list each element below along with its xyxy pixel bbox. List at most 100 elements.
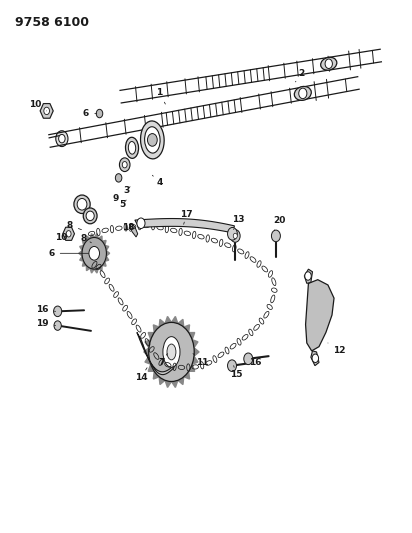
Text: 18: 18: [122, 223, 134, 232]
Polygon shape: [40, 103, 53, 118]
Text: 17: 17: [180, 211, 193, 224]
Polygon shape: [82, 240, 87, 245]
Text: 20: 20: [273, 215, 286, 231]
Polygon shape: [130, 223, 138, 237]
Polygon shape: [98, 236, 102, 241]
Polygon shape: [178, 377, 184, 385]
Circle shape: [299, 88, 307, 99]
Polygon shape: [171, 317, 178, 324]
Polygon shape: [165, 317, 171, 324]
Text: 6: 6: [49, 249, 89, 258]
Text: 10: 10: [56, 233, 68, 242]
Polygon shape: [98, 265, 102, 271]
Polygon shape: [43, 111, 50, 118]
Polygon shape: [106, 251, 110, 256]
Circle shape: [244, 353, 253, 365]
Polygon shape: [165, 380, 171, 387]
Polygon shape: [148, 333, 154, 340]
Ellipse shape: [163, 337, 180, 367]
Circle shape: [66, 231, 71, 237]
Text: 5: 5: [119, 200, 126, 209]
Polygon shape: [148, 364, 154, 372]
Circle shape: [44, 107, 49, 115]
Polygon shape: [87, 236, 90, 241]
Circle shape: [96, 109, 103, 118]
Ellipse shape: [167, 344, 176, 360]
Polygon shape: [105, 245, 109, 251]
Polygon shape: [153, 325, 159, 333]
Text: 16: 16: [249, 358, 262, 367]
Ellipse shape: [145, 127, 160, 153]
Polygon shape: [189, 333, 195, 340]
Circle shape: [312, 354, 318, 362]
Circle shape: [115, 174, 122, 182]
Text: 13: 13: [232, 214, 245, 230]
Polygon shape: [159, 319, 165, 327]
Circle shape: [149, 322, 194, 382]
Ellipse shape: [129, 141, 136, 154]
Text: 8: 8: [81, 233, 91, 243]
Polygon shape: [47, 103, 53, 111]
Ellipse shape: [294, 86, 311, 100]
Circle shape: [325, 59, 332, 69]
Polygon shape: [80, 245, 84, 251]
Ellipse shape: [321, 58, 337, 70]
Text: 19: 19: [36, 319, 56, 328]
Polygon shape: [102, 240, 106, 245]
Polygon shape: [43, 103, 50, 111]
Text: 6: 6: [83, 109, 97, 118]
Text: 9758 6100: 9758 6100: [15, 16, 89, 29]
Circle shape: [305, 272, 311, 280]
Polygon shape: [82, 261, 87, 266]
Text: 14: 14: [135, 368, 147, 382]
Circle shape: [233, 233, 237, 239]
Polygon shape: [80, 256, 84, 261]
Ellipse shape: [74, 195, 90, 214]
Polygon shape: [63, 227, 75, 240]
Polygon shape: [94, 233, 98, 238]
Polygon shape: [189, 364, 195, 372]
Polygon shape: [40, 111, 47, 118]
Circle shape: [147, 134, 157, 146]
Ellipse shape: [77, 198, 87, 210]
Polygon shape: [105, 256, 109, 261]
Text: 9: 9: [112, 195, 119, 204]
Ellipse shape: [140, 121, 164, 159]
Polygon shape: [159, 377, 165, 385]
Polygon shape: [145, 340, 151, 348]
Polygon shape: [47, 111, 53, 118]
Circle shape: [89, 246, 100, 260]
Circle shape: [227, 360, 236, 372]
Polygon shape: [171, 380, 178, 387]
Polygon shape: [311, 351, 319, 366]
Polygon shape: [40, 103, 47, 111]
Polygon shape: [306, 280, 334, 351]
Ellipse shape: [86, 211, 94, 221]
Circle shape: [137, 218, 145, 229]
Circle shape: [54, 321, 61, 330]
Text: 8: 8: [67, 221, 82, 230]
Ellipse shape: [83, 208, 97, 224]
Circle shape: [56, 131, 68, 147]
Circle shape: [54, 306, 62, 317]
Circle shape: [122, 161, 127, 168]
Ellipse shape: [126, 138, 138, 158]
Polygon shape: [87, 265, 90, 271]
Polygon shape: [184, 325, 190, 333]
Text: 7: 7: [158, 353, 167, 367]
Text: 2: 2: [295, 69, 304, 82]
Polygon shape: [102, 261, 106, 266]
Polygon shape: [304, 269, 312, 284]
Polygon shape: [194, 348, 199, 356]
Polygon shape: [145, 356, 151, 364]
Circle shape: [227, 228, 237, 240]
Text: 12: 12: [328, 343, 346, 356]
Polygon shape: [192, 356, 198, 364]
Circle shape: [230, 230, 240, 242]
Circle shape: [59, 134, 65, 143]
Polygon shape: [135, 219, 234, 233]
Polygon shape: [79, 251, 82, 256]
Text: 16: 16: [36, 305, 56, 314]
Circle shape: [272, 230, 281, 241]
Polygon shape: [178, 319, 184, 327]
